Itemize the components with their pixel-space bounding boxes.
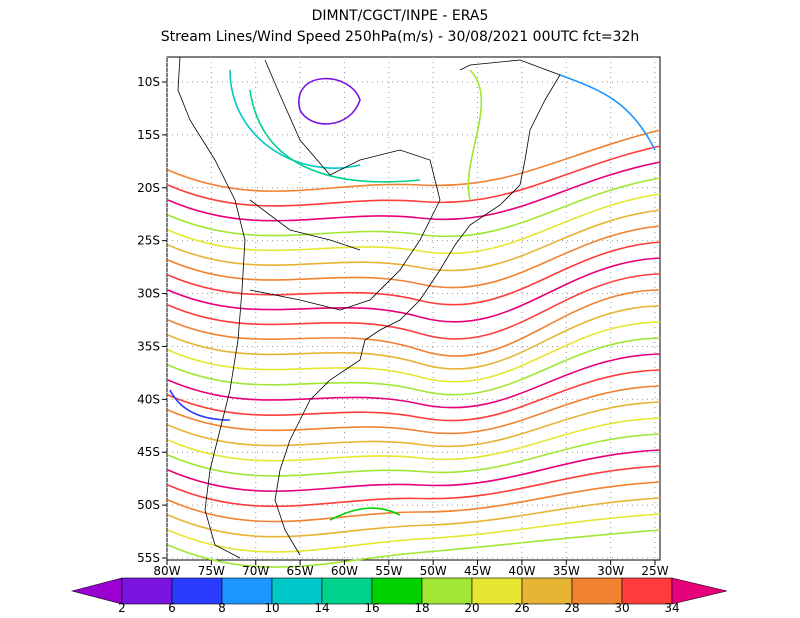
lon-label: 75W <box>198 564 225 578</box>
streamline <box>167 497 661 538</box>
colorbar-segment <box>321 577 373 605</box>
colorbar-segment <box>621 577 673 605</box>
lat-label: 10S <box>137 75 160 89</box>
lat-label: 25S <box>137 234 160 248</box>
colorbar-arrow-low <box>70 577 123 605</box>
colorbar-label: 28 <box>564 601 579 615</box>
lat-label: 40S <box>137 392 160 406</box>
streamline <box>167 129 661 192</box>
colorbar-label: 6 <box>168 601 176 615</box>
streamline <box>167 465 661 508</box>
lon-label: 35W <box>553 564 580 578</box>
colorbar-segment <box>221 577 273 605</box>
colorbar-label: 34 <box>664 601 679 615</box>
streamline <box>167 177 661 238</box>
colorbar-segment <box>571 577 623 605</box>
streamline <box>167 209 661 272</box>
streamline <box>167 273 661 340</box>
streamline <box>169 389 231 421</box>
colorbar-label: 14 <box>314 601 329 615</box>
streamline <box>167 385 661 435</box>
lon-label: 50W <box>420 564 447 578</box>
colorbar-segment <box>121 577 173 605</box>
streamline <box>167 481 661 523</box>
lon-label: 60W <box>331 564 358 578</box>
colorbar-segment <box>421 577 473 605</box>
streamline <box>167 193 661 255</box>
streamline <box>167 145 661 207</box>
colorbar-label: 8 <box>218 601 226 615</box>
lon-label: 30W <box>597 564 624 578</box>
colorbar: 2 6 8 10 14 16 18 20 26 28 30 34 <box>70 577 728 615</box>
streamline <box>167 337 661 396</box>
lon-label: 70W <box>242 564 269 578</box>
streamline <box>167 401 661 448</box>
lon-label: 65W <box>287 564 314 578</box>
streamlines <box>167 69 661 568</box>
colorbar-label: 2 <box>118 601 126 615</box>
colorbar-segment <box>271 577 323 605</box>
colorbar-label: 10 <box>264 601 279 615</box>
lon-label: 45W <box>464 564 491 578</box>
streamline <box>167 161 661 222</box>
colorbar-label: 30 <box>614 601 629 615</box>
colorbar-segment <box>371 577 423 605</box>
streamline <box>467 69 483 201</box>
colorbar-label: 18 <box>414 601 429 615</box>
coast-west <box>177 56 246 559</box>
colorbar-segment <box>171 577 223 605</box>
streamline <box>167 513 661 553</box>
lat-label: 30S <box>137 287 160 301</box>
streamline <box>229 69 361 169</box>
colorbar-segment <box>471 577 523 605</box>
streamline <box>167 289 661 357</box>
streamline <box>167 449 661 492</box>
streamline <box>298 77 361 125</box>
lat-label: 50S <box>137 498 160 512</box>
colorbar-label: 16 <box>364 601 379 615</box>
streamline <box>167 321 661 383</box>
streamline <box>167 529 661 568</box>
streamline <box>167 433 661 477</box>
lat-label: 45S <box>137 445 160 459</box>
lon-label: 25W <box>641 564 668 578</box>
lon-label: 80W <box>153 564 180 578</box>
lon-label: 40W <box>508 564 535 578</box>
lat-label: 55S <box>137 551 160 565</box>
colorbar-arrow-high <box>671 577 728 605</box>
streamline <box>167 417 661 462</box>
streamline <box>167 225 661 289</box>
colorbar-label: 20 <box>464 601 479 615</box>
title: DIMNT/CGCT/INPE - ERA5 <box>312 8 489 24</box>
colorbar-label: 26 <box>514 601 529 615</box>
streamline <box>167 353 661 409</box>
coastline <box>177 56 561 559</box>
lat-label: 20S <box>137 181 160 195</box>
lon-label: 55W <box>375 564 402 578</box>
lat-label: 15S <box>137 128 160 142</box>
streamline <box>329 507 401 521</box>
streamline <box>249 89 421 183</box>
streamline <box>167 257 661 323</box>
streamline <box>559 74 656 151</box>
coast-east <box>274 59 561 556</box>
subtitle: Stream Lines/Wind Speed 250hPa(m/s) - 30… <box>161 29 639 45</box>
borders <box>249 59 441 311</box>
lat-label: 35S <box>137 339 160 353</box>
streamline <box>167 305 661 370</box>
streamline <box>167 369 661 422</box>
